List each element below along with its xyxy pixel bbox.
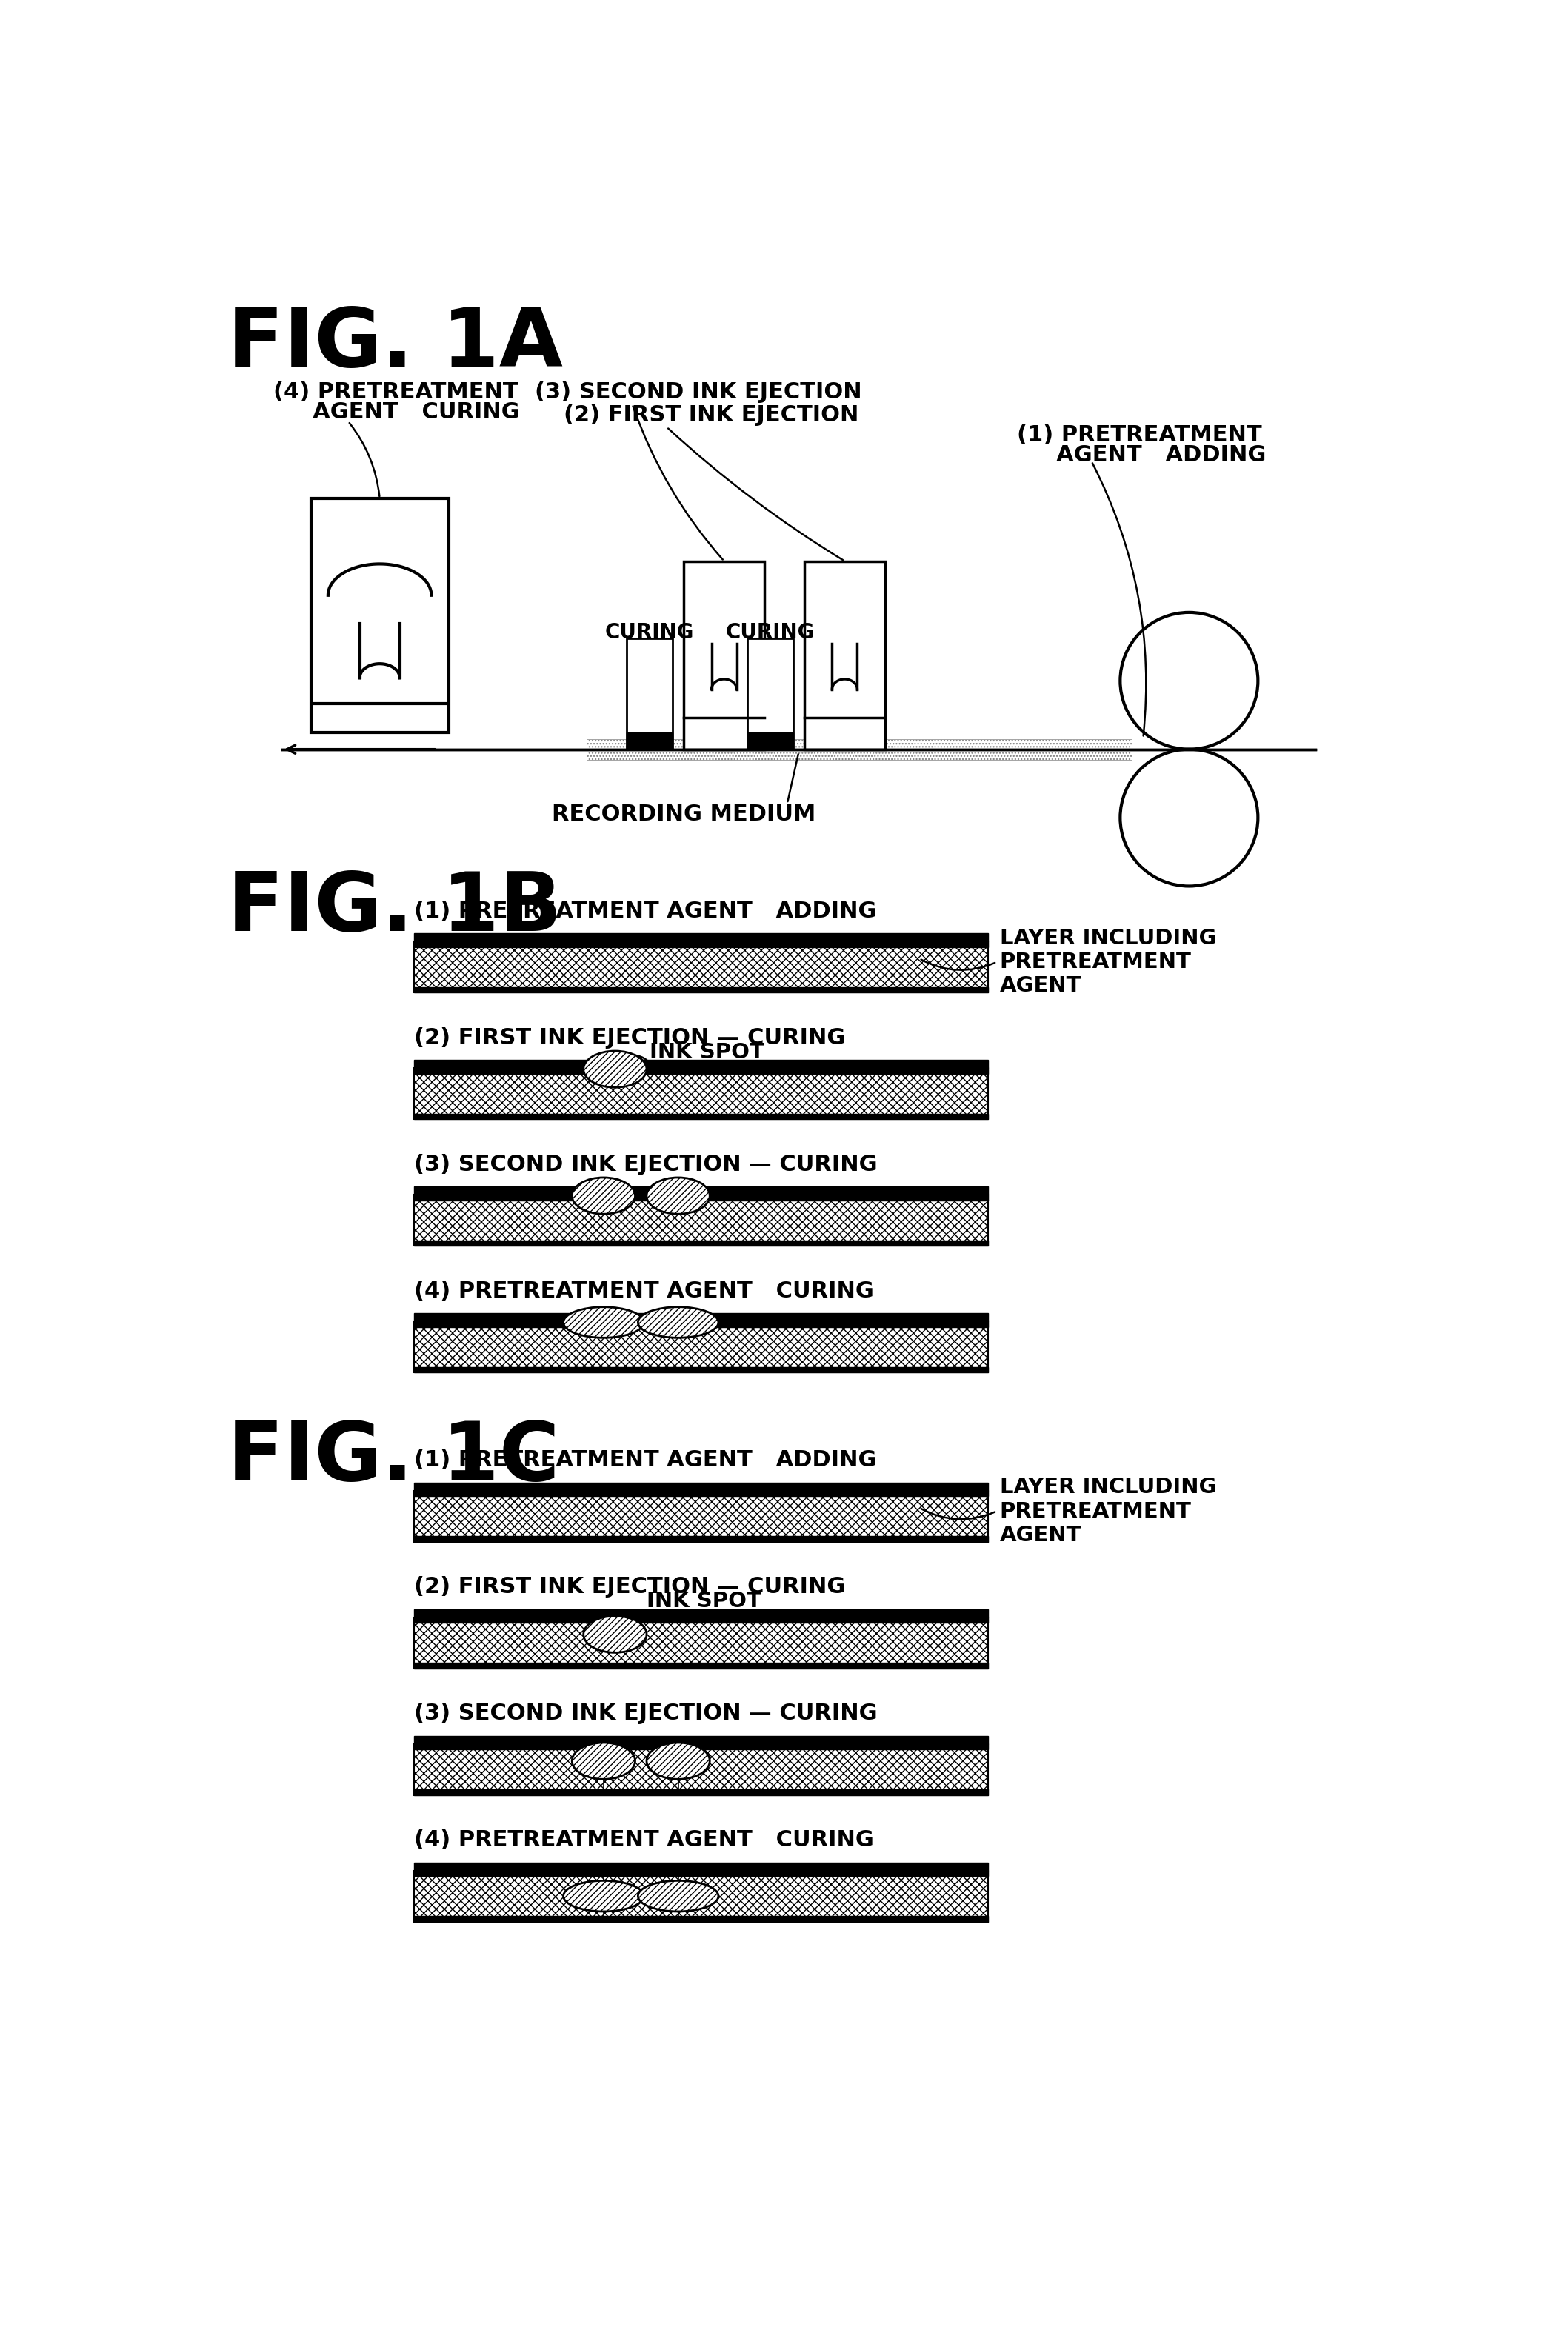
Text: CURING: CURING — [726, 622, 815, 643]
Text: LAYER INCLUDING
PRETREATMENT
AGENT: LAYER INCLUDING PRETREATMENT AGENT — [1000, 927, 1217, 997]
Bar — [414, 1068, 988, 1073]
Text: (2) FIRST INK EJECTION — CURING: (2) FIRST INK EJECTION — CURING — [414, 1028, 845, 1049]
Text: FIG. 1B: FIG. 1B — [227, 868, 561, 948]
Text: (2) FIRST INK EJECTION — CURING: (2) FIRST INK EJECTION — CURING — [414, 1577, 845, 1598]
Text: INK SPOT: INK SPOT — [649, 1042, 764, 1063]
Bar — [310, 498, 448, 732]
Bar — [414, 1483, 988, 1490]
Bar — [804, 561, 884, 749]
Bar — [746, 732, 793, 749]
Bar — [414, 988, 988, 993]
Bar — [627, 732, 673, 749]
Bar — [414, 1617, 988, 1669]
Bar — [414, 1864, 988, 1871]
Bar — [414, 1195, 988, 1199]
Text: (4) PRETREATMENT AGENT   CURING: (4) PRETREATMENT AGENT CURING — [414, 1279, 873, 1303]
Text: INK SPOT: INK SPOT — [646, 1591, 762, 1612]
Text: (3) SECOND INK EJECTION — CURING: (3) SECOND INK EJECTION — CURING — [414, 1155, 878, 1176]
Text: AGENT   CURING: AGENT CURING — [273, 401, 521, 422]
Bar — [414, 1871, 988, 1922]
Ellipse shape — [583, 1051, 646, 1087]
Bar — [414, 1195, 988, 1246]
Bar — [414, 1061, 988, 1068]
Bar — [414, 1321, 988, 1326]
Bar — [627, 638, 673, 749]
Bar — [414, 1490, 988, 1497]
Bar — [414, 1537, 988, 1542]
Bar — [414, 1788, 988, 1795]
Bar — [414, 934, 988, 941]
Bar — [684, 561, 764, 749]
Bar — [414, 1871, 988, 1875]
Bar — [746, 638, 793, 749]
Text: AGENT   ADDING: AGENT ADDING — [1018, 444, 1265, 465]
Bar — [414, 1115, 988, 1120]
Text: LAYER INCLUDING
PRETREATMENT
AGENT: LAYER INCLUDING PRETREATMENT AGENT — [1000, 1476, 1217, 1547]
Bar — [414, 941, 988, 948]
Bar — [414, 1617, 988, 1622]
Bar — [586, 739, 1132, 760]
Ellipse shape — [563, 1307, 644, 1338]
Ellipse shape — [583, 1617, 646, 1652]
Bar — [414, 1068, 988, 1120]
Text: (3) SECOND INK EJECTION: (3) SECOND INK EJECTION — [535, 383, 862, 404]
Bar — [414, 1321, 988, 1373]
Text: (1) PRETREATMENT: (1) PRETREATMENT — [1018, 425, 1262, 446]
Bar — [414, 1490, 988, 1542]
Ellipse shape — [638, 1880, 718, 1910]
Text: (3) SECOND INK EJECTION — CURING: (3) SECOND INK EJECTION — CURING — [414, 1704, 878, 1725]
Bar — [414, 1366, 988, 1373]
Text: CURING: CURING — [605, 622, 695, 643]
Bar — [414, 1188, 988, 1195]
Bar — [414, 1737, 988, 1744]
Text: (4) PRETREATMENT AGENT   CURING: (4) PRETREATMENT AGENT CURING — [414, 1828, 873, 1852]
Ellipse shape — [638, 1307, 718, 1338]
Ellipse shape — [563, 1880, 644, 1910]
Bar — [414, 1744, 988, 1749]
Ellipse shape — [646, 1744, 710, 1779]
Bar — [414, 941, 988, 993]
Bar — [414, 1915, 988, 1922]
Bar — [414, 1314, 988, 1321]
Bar — [414, 1610, 988, 1617]
Ellipse shape — [646, 1178, 710, 1213]
Text: (2) FIRST INK EJECTION: (2) FIRST INK EJECTION — [563, 404, 858, 425]
Text: RECORDING MEDIUM: RECORDING MEDIUM — [552, 803, 815, 824]
Ellipse shape — [572, 1178, 635, 1213]
Text: FIG. 1C: FIG. 1C — [227, 1418, 560, 1497]
Text: (1) PRETREATMENT AGENT   ADDING: (1) PRETREATMENT AGENT ADDING — [414, 901, 877, 922]
Bar — [414, 1662, 988, 1669]
Text: (1) PRETREATMENT AGENT   ADDING: (1) PRETREATMENT AGENT ADDING — [414, 1450, 877, 1472]
Text: (4) PRETREATMENT: (4) PRETREATMENT — [273, 383, 519, 404]
Text: FIG. 1A: FIG. 1A — [227, 305, 563, 383]
Ellipse shape — [572, 1744, 635, 1779]
Bar — [414, 1239, 988, 1246]
Bar — [414, 1744, 988, 1795]
